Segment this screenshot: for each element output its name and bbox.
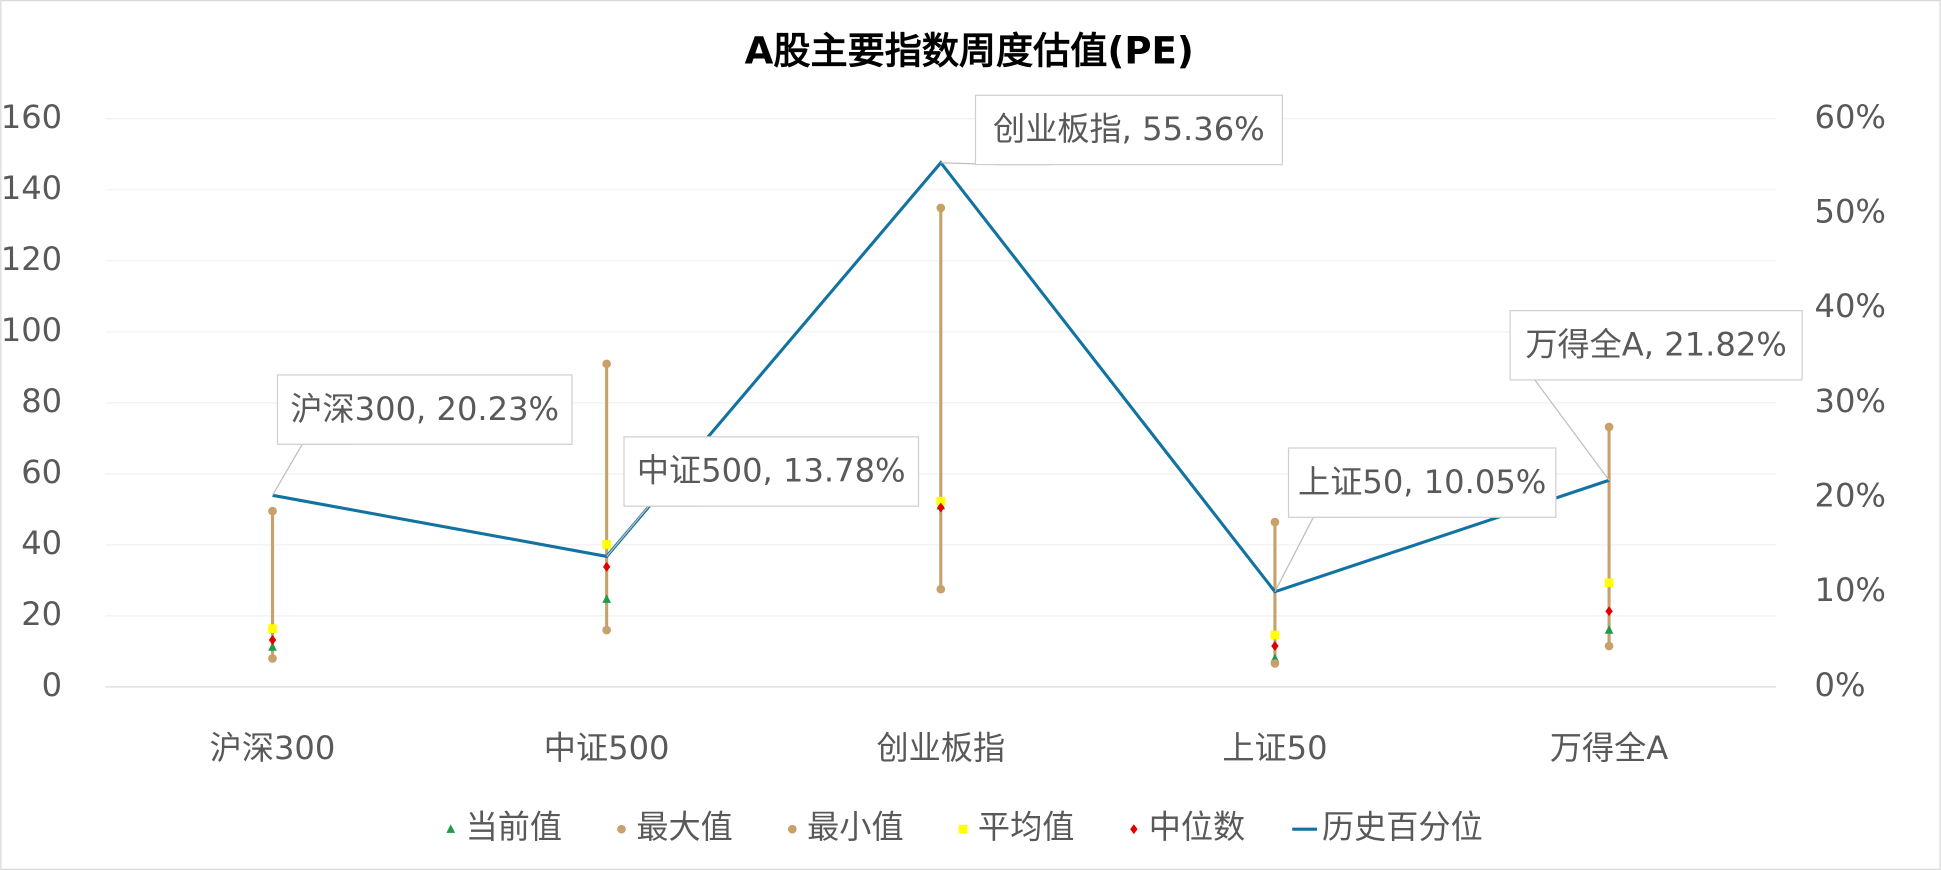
x-tick-label: 万得全A bbox=[1550, 729, 1668, 767]
y2-tick-label: 0% bbox=[1815, 666, 1866, 704]
marker-triangle bbox=[1604, 625, 1614, 634]
marker-circle bbox=[268, 506, 277, 516]
x-tick-label: 上证50 bbox=[1222, 729, 1327, 767]
callout-box bbox=[1509, 310, 1803, 381]
x-tick-label: 创业板指 bbox=[876, 729, 1005, 767]
marker-circle bbox=[936, 584, 946, 594]
marker-circle bbox=[602, 625, 611, 635]
marker-circle bbox=[936, 203, 946, 213]
marker-square bbox=[1270, 630, 1280, 640]
marker-circle bbox=[1270, 659, 1280, 668]
marker-circle bbox=[268, 654, 277, 663]
y-tick-label: 120 bbox=[1, 240, 62, 278]
data-label: 上证50, 10.05% bbox=[1298, 463, 1546, 501]
marker-square bbox=[958, 824, 968, 834]
legend-label: 最小值 bbox=[807, 808, 903, 846]
legend-label: 最大值 bbox=[636, 808, 732, 846]
y2-tick-label: 10% bbox=[1815, 571, 1886, 609]
marker-circle bbox=[1270, 517, 1280, 527]
marker-circle bbox=[1604, 641, 1614, 651]
x-tick-label: 中证500 bbox=[544, 729, 670, 767]
y-tick-label: 60 bbox=[21, 453, 62, 491]
marker-diamond bbox=[602, 561, 611, 572]
marker-triangle bbox=[602, 594, 611, 603]
data-label: 万得全A, 21.82% bbox=[1525, 326, 1787, 364]
marker-circle bbox=[787, 824, 797, 834]
legend-label: 平均值 bbox=[978, 808, 1074, 846]
y-tick-label: 160 bbox=[1, 98, 62, 136]
marker-square bbox=[1604, 578, 1614, 588]
data-label: 沪深300, 20.23% bbox=[290, 390, 559, 428]
y-tick-label: 140 bbox=[1, 169, 62, 207]
y-tick-label: 0 bbox=[42, 666, 62, 704]
callout-box bbox=[276, 374, 573, 445]
marker-circle bbox=[602, 359, 611, 369]
marker-triangle bbox=[268, 642, 277, 651]
marker-triangle bbox=[446, 824, 456, 833]
marker-square bbox=[936, 496, 946, 506]
marker-square bbox=[602, 540, 611, 549]
y-tick-label: 40 bbox=[21, 524, 62, 562]
y2-tick-label: 50% bbox=[1815, 192, 1886, 230]
y2-tick-label: 40% bbox=[1815, 287, 1886, 325]
y-tick-label: 20 bbox=[21, 595, 62, 633]
data-label: 中证500, 13.78% bbox=[637, 452, 906, 490]
legend-label: 当前值 bbox=[466, 808, 562, 846]
legend-label: 中位数 bbox=[1149, 808, 1245, 846]
y2-tick-label: 30% bbox=[1815, 382, 1886, 420]
callout-box bbox=[974, 94, 1283, 166]
marker-circle bbox=[1604, 422, 1614, 432]
y-tick-label: 80 bbox=[21, 382, 62, 420]
marker-diamond bbox=[1271, 641, 1279, 651]
callout-box bbox=[623, 436, 920, 507]
marker-diamond bbox=[1130, 824, 1138, 835]
y2-tick-label: 60% bbox=[1815, 98, 1886, 136]
chart-title: A股主要指数周度估值(PE) bbox=[745, 30, 1194, 73]
y-tick-label: 100 bbox=[1, 311, 62, 349]
marker-square bbox=[268, 624, 277, 633]
callout-box bbox=[1287, 447, 1557, 518]
marker-circle bbox=[617, 824, 626, 834]
data-label: 创业板指, 55.36% bbox=[993, 110, 1265, 148]
marker-diamond bbox=[937, 502, 945, 513]
x-tick-label: 沪深300 bbox=[210, 729, 336, 767]
y2-tick-label: 20% bbox=[1815, 476, 1886, 514]
legend-label: 历史百分位 bbox=[1322, 808, 1483, 846]
